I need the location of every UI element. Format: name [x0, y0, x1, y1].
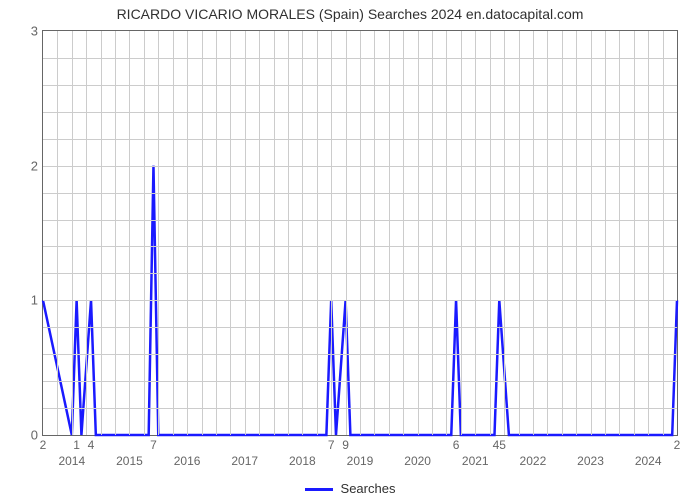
gridline-v [533, 31, 534, 435]
gridline-v-minor [57, 31, 58, 435]
gridline-v-minor [346, 31, 347, 435]
gridline-v [418, 31, 419, 435]
gridline-v-minor [446, 31, 447, 435]
gridline-v-minor [274, 31, 275, 435]
gridline-v-minor [562, 31, 563, 435]
gridline-v-minor [158, 31, 159, 435]
x-tick-label: 2022 [520, 454, 547, 468]
gridline-v [129, 31, 130, 435]
legend-swatch [305, 488, 333, 491]
gridline-v-minor [259, 31, 260, 435]
gridline-v [360, 31, 361, 435]
point-value-label: 9 [342, 438, 349, 452]
gridline-v-minor [576, 31, 577, 435]
gridline-v [475, 31, 476, 435]
gridline-v-minor [663, 31, 664, 435]
point-value-label: 2 [674, 438, 681, 452]
gridline-v [245, 31, 246, 435]
gridline-v-minor [605, 31, 606, 435]
gridline-v-minor [374, 31, 375, 435]
gridline-v-minor [216, 31, 217, 435]
y-tick-label: 3 [18, 24, 38, 39]
gridline-v-minor [202, 31, 203, 435]
point-value-label: 7 [328, 438, 335, 452]
point-value-label: 2 [40, 438, 47, 452]
gridline-v [187, 31, 188, 435]
gridline-v-minor [389, 31, 390, 435]
gridline-v-minor [490, 31, 491, 435]
plot-area [42, 30, 678, 436]
gridline-v-minor [519, 31, 520, 435]
gridline-v-minor [288, 31, 289, 435]
gridline-v [648, 31, 649, 435]
gridline-v-minor [331, 31, 332, 435]
y-tick-label: 0 [18, 428, 38, 443]
gridline-v-minor [634, 31, 635, 435]
gridline-v-minor [461, 31, 462, 435]
point-value-label: 4 [88, 438, 95, 452]
point-value-label: 6 [453, 438, 460, 452]
legend-label: Searches [341, 481, 396, 496]
gridline-v-minor [504, 31, 505, 435]
gridline-v-minor [317, 31, 318, 435]
gridline-v [302, 31, 303, 435]
gridline-v-minor [403, 31, 404, 435]
x-tick-label: 2015 [116, 454, 143, 468]
gridline-v-minor [230, 31, 231, 435]
point-value-label: 1 [73, 438, 80, 452]
x-tick-label: 2020 [404, 454, 431, 468]
gridline-v-minor [144, 31, 145, 435]
x-tick-label: 2021 [462, 454, 489, 468]
y-tick-label: 1 [18, 293, 38, 308]
gridline-v-minor [101, 31, 102, 435]
gridline-v-minor [619, 31, 620, 435]
x-tick-label: 2014 [58, 454, 85, 468]
x-tick-label: 2017 [231, 454, 258, 468]
x-tick-label: 2019 [347, 454, 374, 468]
point-value-label: 7 [150, 438, 157, 452]
y-tick-label: 2 [18, 158, 38, 173]
chart-title: RICARDO VICARIO MORALES (Spain) Searches… [0, 6, 700, 22]
x-tick-label: 2018 [289, 454, 316, 468]
gridline-v-minor [86, 31, 87, 435]
gridline-v-minor [115, 31, 116, 435]
x-tick-label: 2024 [635, 454, 662, 468]
gridline-v [591, 31, 592, 435]
x-tick-label: 2016 [174, 454, 201, 468]
point-value-label: 45 [493, 438, 506, 452]
gridline-v-minor [547, 31, 548, 435]
gridline-v [72, 31, 73, 435]
x-tick-label: 2023 [577, 454, 604, 468]
legend: Searches [0, 481, 700, 496]
gridline-v-minor [173, 31, 174, 435]
chart-container: RICARDO VICARIO MORALES (Spain) Searches… [0, 0, 700, 500]
gridline-v-minor [432, 31, 433, 435]
